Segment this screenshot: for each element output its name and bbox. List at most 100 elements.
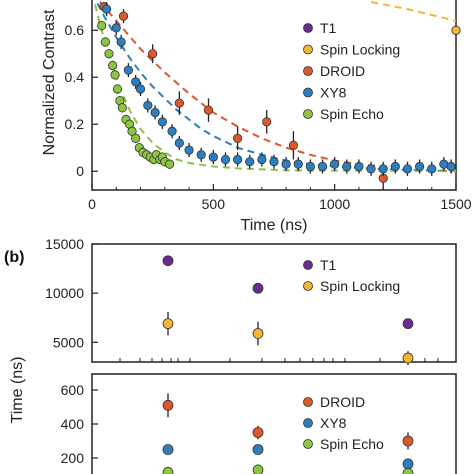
panel-b-bottom-legend-marker-xy8 [303, 418, 313, 428]
panel-a-ytick-label: 0 [76, 163, 84, 179]
panel-a-legend-label: Spin Echo [320, 106, 384, 122]
panel-b-bottom-point-droid [252, 427, 264, 438]
panel-b-bottom-legend-label: XY8 [320, 415, 347, 431]
panel-b-bottom-ytick-label: 200 [61, 450, 85, 466]
panel-a-point-xy8 [354, 161, 364, 172]
panel-a-point-xy8 [101, 4, 112, 14]
panel-a-point-spin-echo [117, 103, 127, 113]
panel-a-point-spin-echo [131, 133, 141, 143]
panel-b-bottom-point-xy8 [402, 458, 414, 470]
panel-a-point-xy8 [427, 164, 437, 174]
panel-a-point-xy8 [305, 161, 315, 172]
panel-b-bottom-point-spin-echo [162, 467, 174, 474]
panel-b-bottom-legend-label: Spin Echo [320, 436, 384, 452]
panel-b-top-frame [91, 243, 457, 363]
panel-a-legend-marker-spin-locking [303, 44, 313, 55]
panel-b-top-point-spin-locking [402, 352, 414, 364]
panel-a-point-xy8 [167, 126, 177, 136]
panel-b-top-legend-marker-spin-locking [303, 281, 313, 291]
panel-b-top-point-t1 [402, 318, 414, 330]
panel-a-legend-marker-droid [303, 66, 313, 76]
panel-a-point-xy8 [317, 161, 328, 172]
panel-a-point-xy8 [157, 117, 167, 127]
panel-b-bottom-point-droid [162, 399, 174, 411]
panel-a-point-spin-echo [110, 70, 120, 80]
panel-b-label: (b) [4, 249, 24, 266]
panel-a-point-xy8 [446, 161, 456, 172]
panel-a-point-spin-echo [127, 126, 137, 136]
panel-a-point-xy8 [135, 84, 146, 94]
panel-a-point-xy8 [293, 159, 303, 169]
panel-a-xtick-label: 1000 [319, 196, 350, 212]
panel-b-bottom-point-xy8 [162, 444, 174, 455]
panel-a-legend-bg [294, 104, 414, 124]
panel-a-point-droid [233, 133, 243, 143]
panel-a-point-xy8 [174, 138, 184, 148]
panel-a-legend-marker-xy8 [303, 87, 313, 98]
panel-a-point-xy8 [123, 65, 133, 75]
panel-b-bottom-point-droid [402, 435, 414, 447]
panel-a-point-xy8 [116, 37, 126, 47]
panel-a-point-xy8 [330, 159, 340, 169]
panel-b-top-point-t1 [252, 282, 264, 294]
panel-a-legend-marker-t1 [303, 23, 313, 33]
panel-a-point-xy8 [378, 164, 388, 174]
panel-b-bottom-point-spin-echo [252, 464, 264, 474]
panel-a-point-xy8 [366, 164, 376, 174]
panel-a-legend-marker-spin-echo [303, 109, 313, 119]
panel-a-point-droid [203, 105, 214, 115]
panel-b-bottom-frame [91, 373, 457, 474]
panel-a-point-xy8 [245, 157, 255, 167]
panel-a-point-spin-echo [112, 84, 123, 94]
panel-b-top-legend-label: T1 [320, 257, 337, 273]
panel-b-top-legend-marker-t1 [303, 260, 313, 270]
panel-a-frame [91, 0, 457, 191]
panel-a-legend-label: XY8 [320, 85, 347, 101]
panel-b-top-point-t1 [162, 255, 174, 267]
panel-a-point-droid [262, 117, 272, 127]
panel-a-xtick-label: 1500 [440, 196, 471, 212]
panel-a-point-xy8 [131, 77, 141, 87]
panel-a-point-xy8 [390, 161, 400, 172]
panel-a-ylabel: Normalized Contrast [41, 9, 58, 155]
panel-a-point-spin-echo [97, 20, 107, 31]
panel-a-point-droid [118, 11, 129, 21]
panel-b-top-point-spin-locking [252, 328, 264, 339]
panel-a-point-xy8 [281, 159, 291, 169]
panel-a-point-xy8 [402, 164, 413, 174]
panel-a-legend-label: DROID [320, 63, 365, 79]
panel-b-bottom-legend-label: DROID [320, 394, 365, 410]
panel-a-point-xy8 [220, 154, 231, 165]
panel-b-ylabel: Time (ns) [9, 357, 26, 424]
panel-a-point-xy8 [233, 154, 243, 165]
panel-a-point-xy8 [150, 107, 160, 118]
panel-b-bottom-point-spin-echo [402, 467, 414, 474]
panel-a-point-droid [288, 140, 299, 150]
panel-a-point-droid [148, 49, 158, 59]
panel-b-bottom-legend-marker-droid [303, 397, 313, 407]
panel-a-xtick-label: 500 [202, 196, 226, 212]
panel-a-fit-xy8 [94, 0, 456, 173]
panel-a-point-xy8 [342, 161, 352, 172]
panel-a-point-spin-echo [108, 60, 118, 71]
panel-a-point-xy8 [196, 150, 206, 160]
panel-a-point-xy8 [414, 161, 425, 172]
panel-a-point-xy8 [269, 157, 279, 167]
panel-a-ytick-label: 0.2 [65, 116, 85, 132]
panel-b-bottom-ytick-label: 600 [61, 382, 85, 398]
panel-b-top-ytick-label: 5000 [53, 334, 84, 350]
panel-a-legend-bg [294, 39, 414, 60]
panel-a-legend-label: T1 [320, 20, 337, 36]
panel-a-legend-label: Spin Locking [320, 42, 400, 58]
panel-a-legend-bg [294, 82, 414, 103]
panel-b-bottom-point-xy8 [252, 444, 264, 455]
panel-b-bottom-ytick-label: 400 [61, 416, 85, 432]
panel-b-top-legend-label: Spin Locking [320, 278, 400, 294]
panel-a-point-spin-echo [100, 37, 110, 47]
panel-b-bottom-legend-marker-spin-echo [303, 439, 313, 449]
panel-a-ytick-label: 0.4 [65, 69, 85, 85]
panel-a-legend-bg [294, 61, 414, 81]
panel-a-ytick-label: 0.6 [65, 22, 85, 38]
panel-a-point-spin-echo [104, 49, 114, 59]
